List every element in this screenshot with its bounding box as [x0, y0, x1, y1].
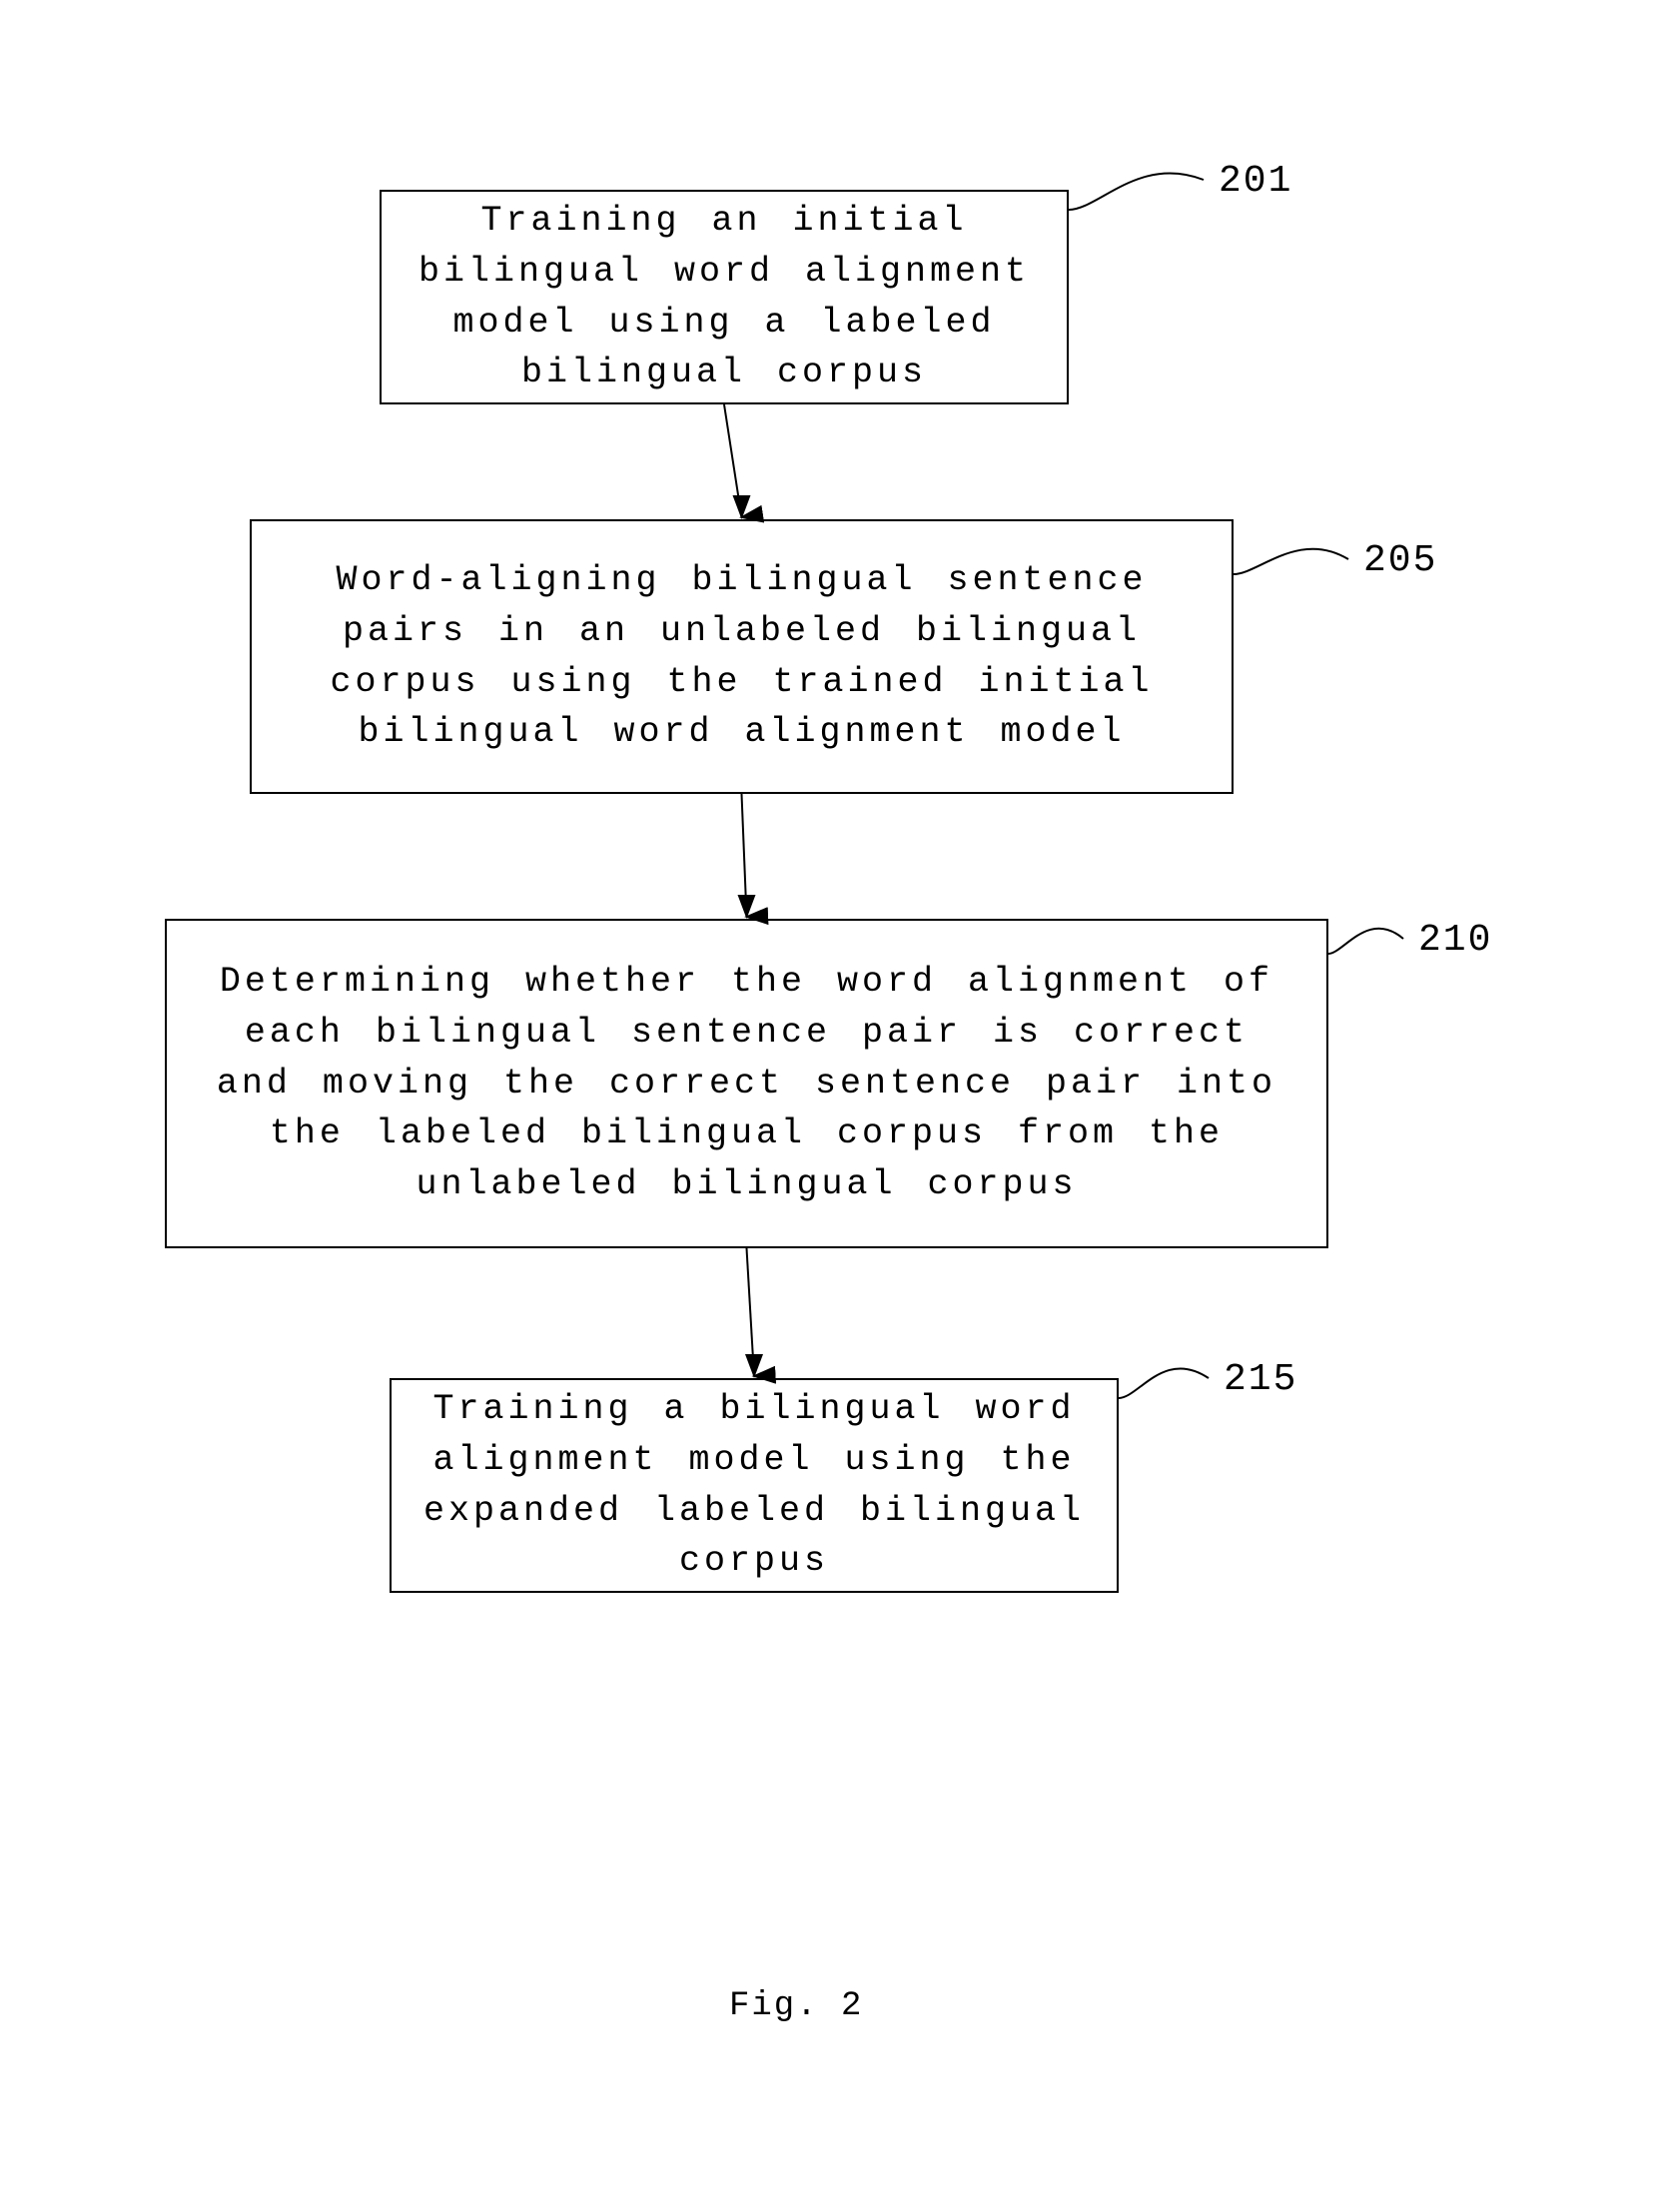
arrowhead-icon — [733, 495, 751, 519]
flow-arrow — [747, 1248, 755, 1376]
flow-arrow — [724, 404, 742, 517]
reference-label-215: 215 — [1224, 1358, 1297, 1401]
flow-arrow — [742, 794, 747, 917]
leader-line — [1234, 549, 1348, 574]
flow-node-train-expanded-model: Training a bilingual word alignment mode… — [390, 1378, 1119, 1593]
figure-caption: Fig. 2 — [729, 1987, 863, 2025]
reference-label-210: 210 — [1418, 919, 1492, 962]
flow-node-determine-correct: Determining whether the word alignment o… — [165, 919, 1328, 1248]
flow-node-text: Word-aligning bilingual sentence pairs i… — [280, 555, 1204, 758]
reference-label-205: 205 — [1363, 539, 1437, 582]
arrowhead-icon — [745, 1354, 763, 1378]
diagram-canvas: Training an initial bilingual word align… — [0, 0, 1663, 2212]
flow-node-train-initial-model: Training an initial bilingual word align… — [380, 190, 1069, 404]
flow-node-word-align-unlabeled: Word-aligning bilingual sentence pairs i… — [250, 519, 1234, 794]
leader-line — [1119, 1368, 1209, 1398]
leader-line — [1069, 173, 1204, 210]
leader-line — [1328, 929, 1403, 954]
flow-node-text: Training an initial bilingual word align… — [410, 196, 1039, 398]
flow-node-text: Determining whether the word alignment o… — [195, 957, 1298, 1210]
reference-label-201: 201 — [1219, 160, 1292, 203]
flow-node-text: Training a bilingual word alignment mode… — [419, 1384, 1089, 1587]
arrowhead-icon — [738, 895, 756, 919]
